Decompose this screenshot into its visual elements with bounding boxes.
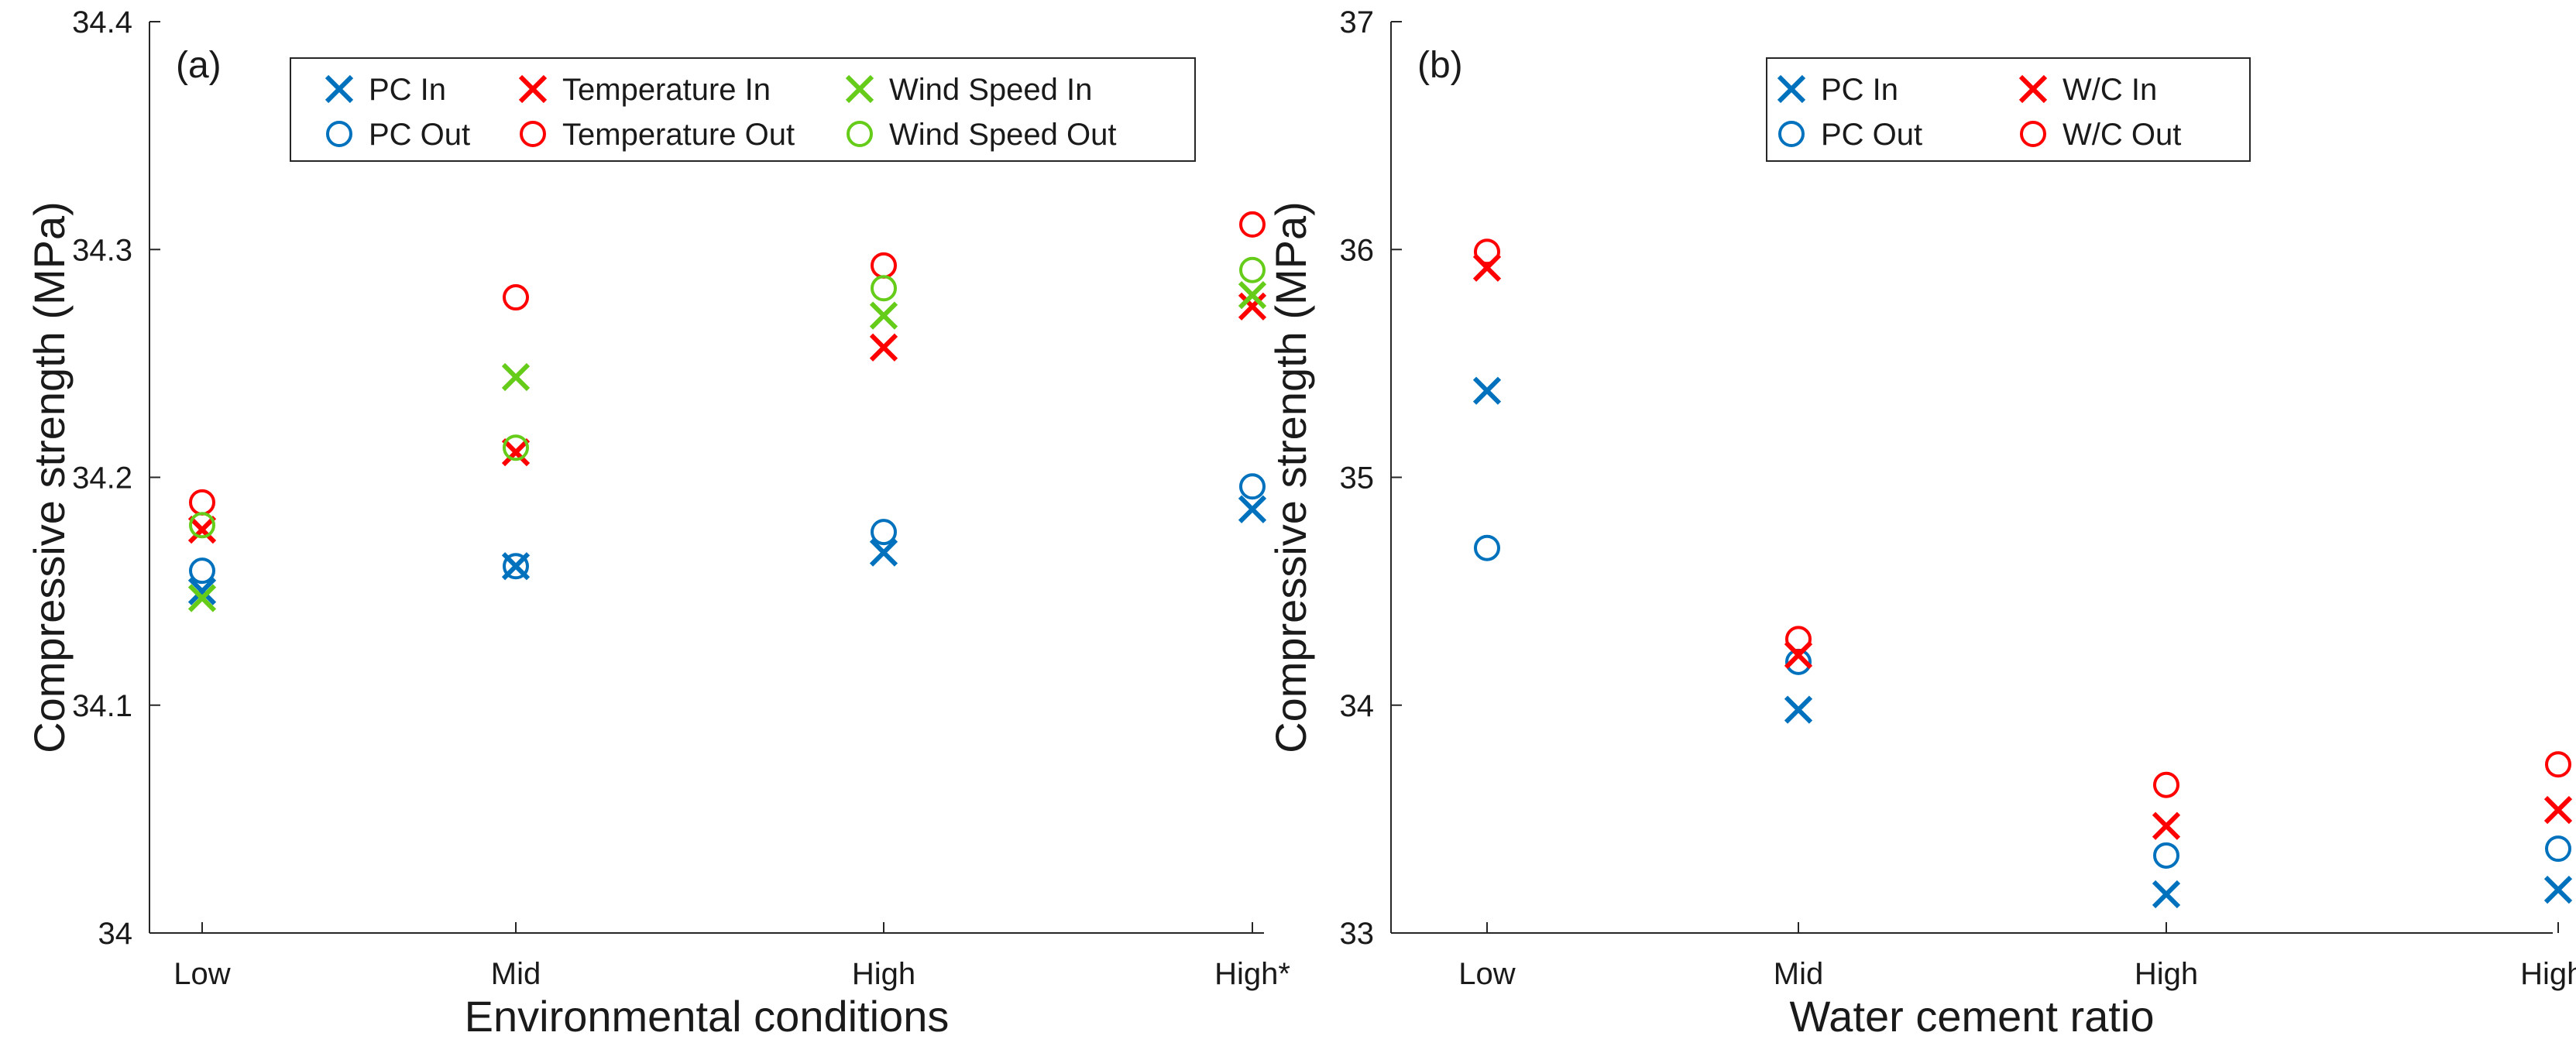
series-w-c-out <box>1474 238 2571 798</box>
y-tick-label: 34.2 <box>72 461 132 496</box>
legend-marker <box>518 74 548 104</box>
legend-box <box>290 57 1196 162</box>
series-temperature-in <box>187 292 1267 544</box>
legend-label: Temperature Out <box>562 118 795 152</box>
legend-marker <box>1777 74 1806 104</box>
legend-label: W/C Out <box>2063 118 2181 152</box>
cross-point <box>1472 376 1502 405</box>
legend: PC In PC Out W/C In W/C Out <box>1766 57 2251 162</box>
cross-point <box>1238 280 1267 310</box>
cross-point <box>2543 875 2573 904</box>
x-tick-label: High* <box>1214 957 1290 991</box>
cross-point <box>501 438 531 467</box>
circle-point <box>2153 771 2179 798</box>
y-tick-label: 33 <box>1340 917 1375 951</box>
series-w-c-in <box>1472 253 2573 840</box>
x-axis-title: Water cement ratio <box>1790 992 2155 1041</box>
y-tick-label: 35 <box>1340 461 1375 496</box>
circle-point <box>2545 835 2571 863</box>
circle-point <box>2153 842 2179 869</box>
cross-point <box>187 584 217 612</box>
circle-point <box>1785 626 1812 653</box>
x-tick-label: Mid <box>1774 957 1823 991</box>
panel-label: (a) <box>176 45 222 86</box>
panel-label: (b) <box>1417 45 1463 86</box>
x-tick-label: High* <box>2520 957 2576 991</box>
legend-marker <box>2018 74 2048 104</box>
legend-label: PC In <box>369 73 446 107</box>
series-wind-speed-out <box>189 256 1266 539</box>
x-tick-label: Low <box>1458 957 1515 991</box>
cross-point <box>187 577 217 605</box>
cross-point <box>501 362 531 392</box>
series-pc-in <box>187 495 1267 605</box>
legend-marker <box>2020 121 2046 147</box>
legend-label: PC In <box>1821 73 1898 107</box>
cross-point <box>2152 811 2181 840</box>
cross-point <box>1238 495 1267 523</box>
legend-marker <box>847 121 873 147</box>
y-tick-label: 36 <box>1340 233 1375 267</box>
circle-point <box>1239 211 1266 238</box>
cross-point <box>869 538 898 567</box>
legend-marker <box>325 74 354 104</box>
legend-marker <box>1778 121 1805 147</box>
circle-point <box>2545 751 2571 778</box>
circle-point <box>871 275 897 302</box>
legend-marker <box>520 121 546 147</box>
circle-point <box>1474 534 1500 561</box>
circle-point <box>503 553 529 580</box>
y-tick-label: 34 <box>1340 689 1375 723</box>
y-tick-label: 34.4 <box>72 5 132 39</box>
x-tick-label: High <box>852 957 915 991</box>
circle-point <box>189 557 215 585</box>
series-pc-out <box>1474 534 2571 869</box>
x-axis-title: Environmental conditions <box>465 992 950 1041</box>
chart-panel-b: 33 34 35 36 37 Low Mid High High* Water cement ra… <box>1266 5 2576 1041</box>
cross-point <box>869 333 898 362</box>
y-tick-label: 34.3 <box>72 233 132 267</box>
circle-point <box>189 512 215 539</box>
legend-box <box>1766 57 2251 162</box>
legend-label: Wind Speed Out <box>889 118 1117 152</box>
circle-point <box>503 434 529 461</box>
series-pc-in <box>1472 376 2573 909</box>
legend-label: PC Out <box>369 118 470 152</box>
circle-point <box>871 519 897 546</box>
x-tick-label: Mid <box>491 957 541 991</box>
cross-point <box>2543 795 2573 825</box>
x-tick-label: High <box>2135 957 2198 991</box>
series-pc-out <box>189 473 1266 585</box>
legend-label: W/C In <box>2063 73 2157 107</box>
series-wind-speed-in <box>187 280 1267 612</box>
circle-point <box>189 489 215 516</box>
legend-marker <box>326 121 352 147</box>
y-tick-label: 37 <box>1340 5 1375 39</box>
x-tick-label: Low <box>173 957 230 991</box>
legend-marker <box>845 74 874 104</box>
legend: PC In PC Out Temperature In Temperature Out… <box>290 57 1196 162</box>
legend-label: Wind Speed In <box>889 73 1092 107</box>
cross-point <box>869 301 898 330</box>
circle-point <box>871 252 897 279</box>
cross-point <box>1784 695 1813 724</box>
circle-point <box>503 284 529 311</box>
legend-label: Temperature In <box>562 73 771 107</box>
cross-point <box>187 516 217 544</box>
cross-point <box>1238 292 1267 321</box>
legend-label: PC Out <box>1821 118 1922 152</box>
y-axis-title: Compressive strength (MPa) <box>1266 201 1315 753</box>
circle-point <box>1239 256 1266 283</box>
cross-point <box>2152 880 2181 909</box>
circle-point <box>1239 473 1266 500</box>
y-axis-title: Compressive strength (MPa) <box>25 201 74 753</box>
series-temperature-out <box>189 211 1266 516</box>
y-tick-label: 34.1 <box>72 689 132 723</box>
circle-point <box>1474 238 1500 266</box>
chart-panel-a: 34 34.1 34.2 34.3 34.4 Low Mid High High* Environ… <box>25 5 1290 1041</box>
y-tick-label: 34 <box>98 917 133 951</box>
